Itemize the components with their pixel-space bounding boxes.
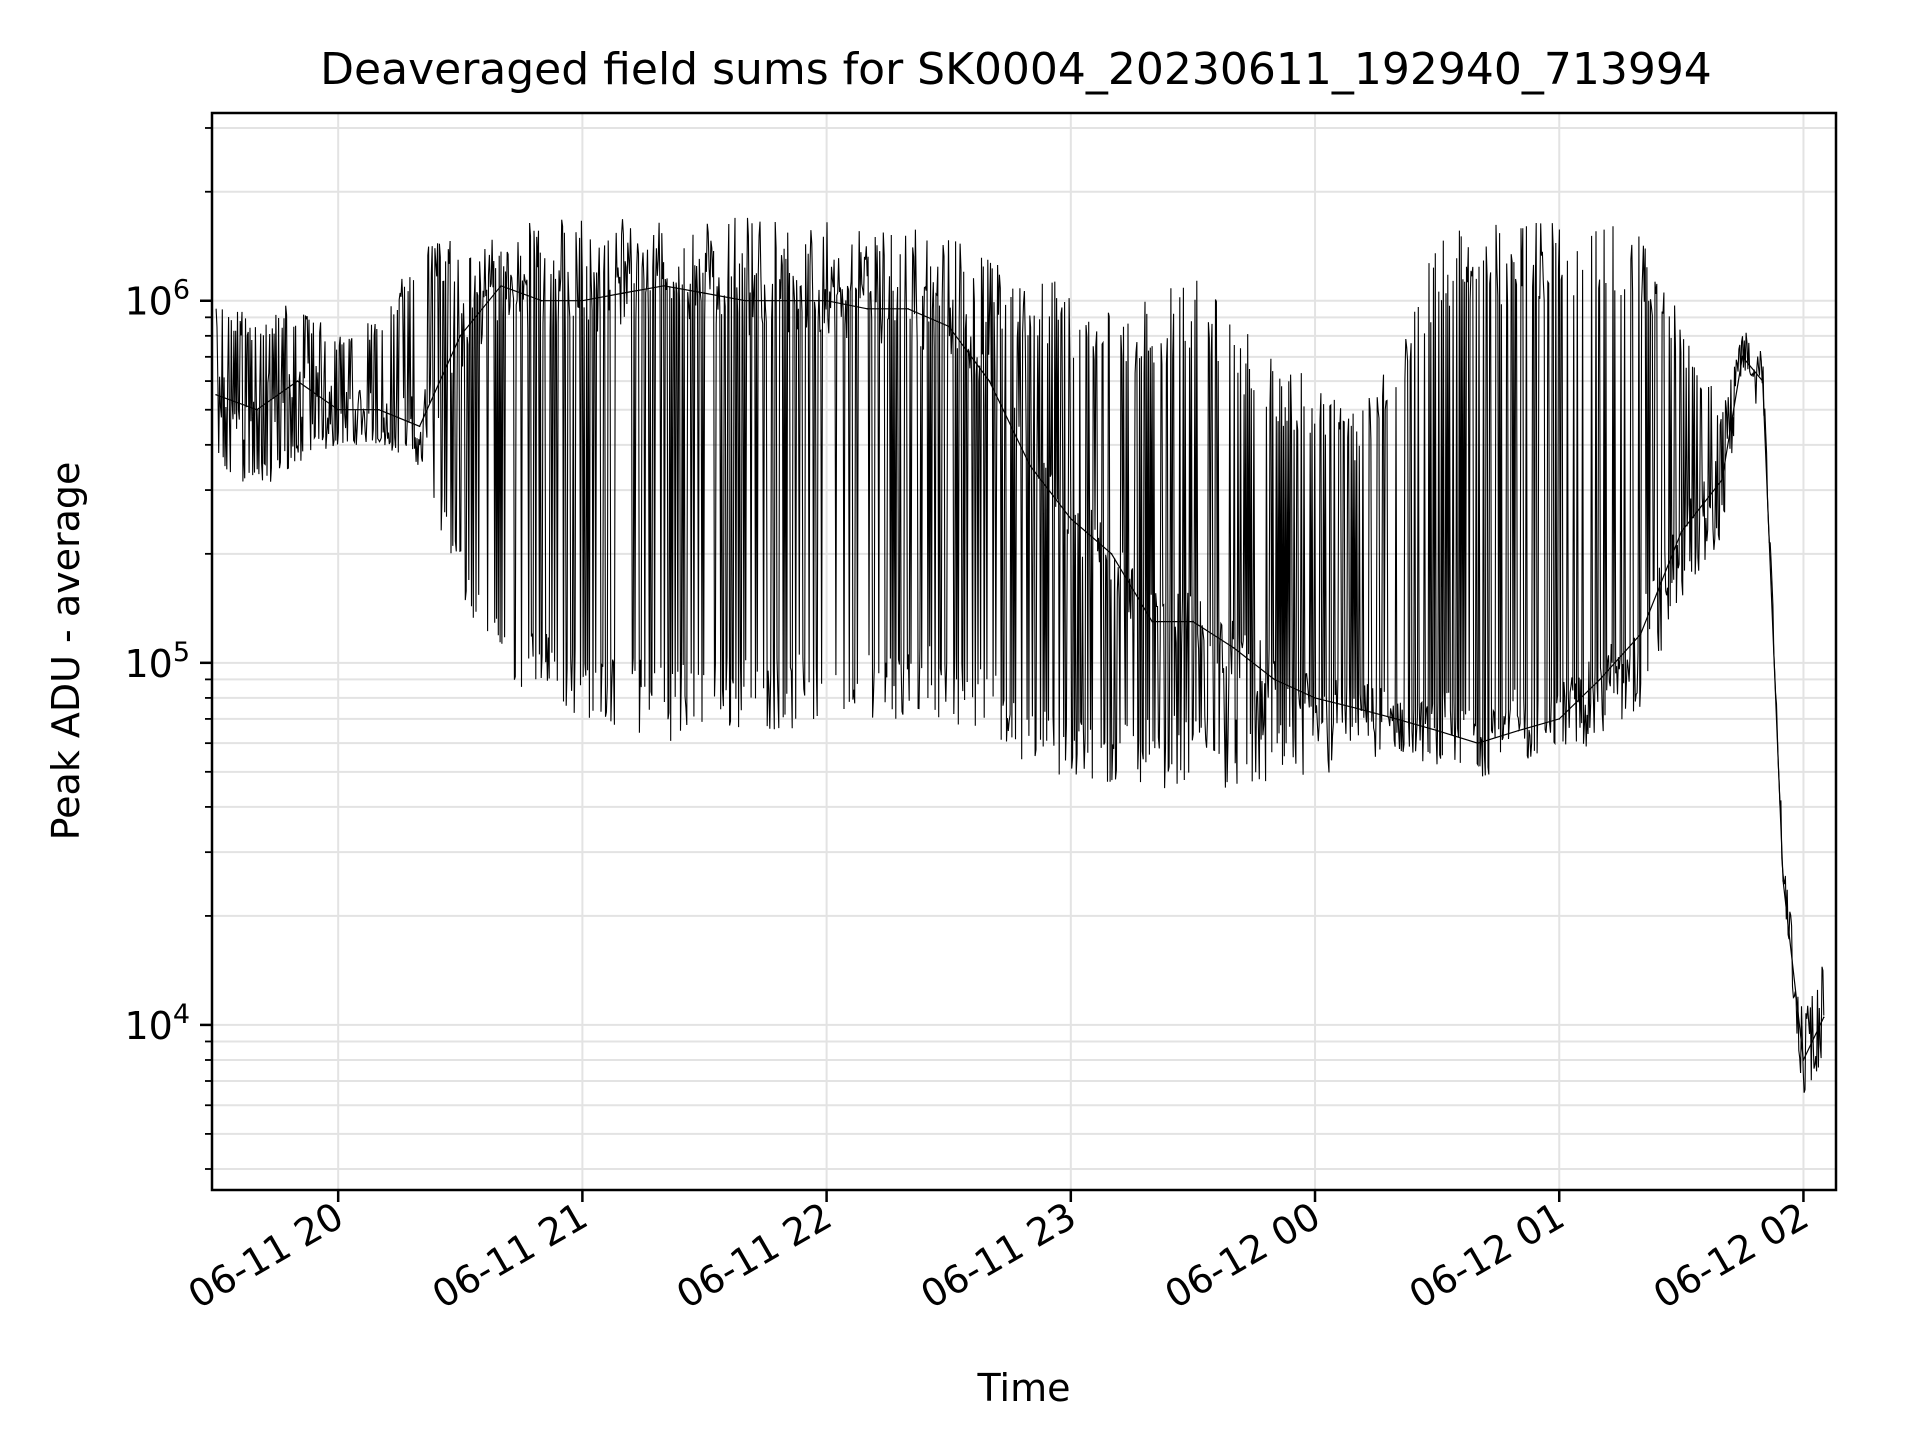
y-tick-exponent: 6 [173,275,190,306]
series-trace [215,217,1825,1093]
series-point [703,292,706,294]
series-point [1741,356,1744,358]
y-axis-label: Peak ADU - average [44,462,88,841]
plot-area-frame [210,111,1838,1192]
y-tick-label: 104 [124,999,190,1048]
series-point [1273,678,1276,681]
series-point [540,299,543,302]
series-point [418,425,421,428]
series-point [459,335,462,337]
series-point [1782,880,1784,882]
series-point [1477,742,1479,744]
y-tick-label: 105 [124,637,190,686]
y-tick-exponent: 5 [173,637,190,668]
series-point [785,299,787,302]
series-point [1314,697,1316,699]
series-point [744,299,746,302]
series-point [1721,479,1723,481]
series-point [215,393,217,396]
series-point [296,380,299,382]
series-point [866,308,869,310]
series-point [622,292,624,294]
series-point [1802,1059,1805,1061]
series-point [1436,729,1438,732]
y-tick-exponent: 4 [173,999,190,1030]
y-tick-base: 10 [124,642,172,686]
series-point [1761,380,1764,382]
series-point [255,408,258,411]
y-tick-label: 106 [124,275,190,324]
series-point [988,380,991,382]
series-point [1517,729,1520,732]
series-point [337,408,339,411]
series-point [1029,465,1031,467]
series-point [1822,1016,1825,1019]
x-axis-label: Time [977,1366,1071,1410]
series-point [1192,620,1194,623]
series-point [1070,517,1072,520]
series-point [1151,620,1154,623]
series-point [1395,718,1398,720]
series-point [1680,531,1683,533]
series-point [378,408,380,411]
y-tick-base: 10 [124,1004,172,1048]
series-point [1232,647,1235,649]
series-point [662,284,665,287]
series-point [1354,707,1357,709]
series-point [500,284,502,287]
series-point [825,299,828,302]
y-tick-base: 10 [124,280,172,324]
series-point [581,299,584,302]
series-point [907,308,909,310]
series-point [1599,678,1601,681]
series-point [947,325,950,328]
series-point [1639,633,1642,635]
grid [212,113,1836,1190]
series-point [1110,553,1113,555]
chart-title: Deaveraged field sums for SK0004_2023061… [320,44,1712,95]
series-point [1558,718,1561,720]
plot-series [215,217,1825,1093]
